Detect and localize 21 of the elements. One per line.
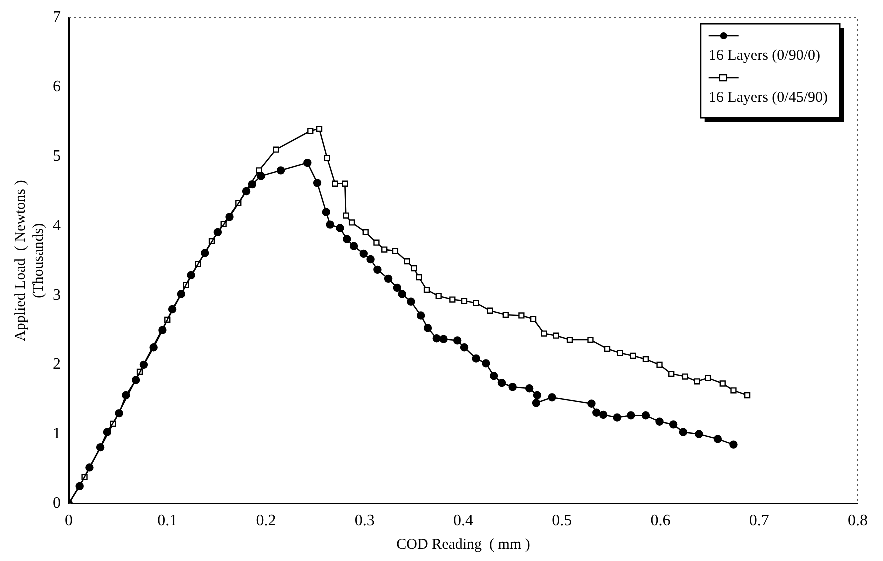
x-tick-label: 0.2 xyxy=(256,512,276,530)
x-axis-title: COD Reading ( mm ) xyxy=(396,536,530,553)
x-tick-label: 0.7 xyxy=(749,512,770,530)
y-tick-label: 0 xyxy=(53,495,61,512)
y-tick-label: 4 xyxy=(53,217,61,234)
legend-label: 16 Layers (0/45/90) xyxy=(708,90,828,106)
y-axis-title: Applied Load ( Newtons ) (Thousands) xyxy=(12,180,47,342)
x-tick-label: 0.8 xyxy=(848,512,868,530)
y-tick-label: 5 xyxy=(53,148,61,166)
x-tick-label: 0.5 xyxy=(552,512,572,530)
legend-label: 16 Layers (0/90/0) xyxy=(708,48,821,64)
y-tick-label: 2 xyxy=(53,356,61,374)
x-tick-label: 0.4 xyxy=(454,512,474,530)
x-tick-label: 0.3 xyxy=(354,512,375,530)
y-tick-label: 3 xyxy=(53,286,61,304)
y-tick-label: 1 xyxy=(53,426,61,443)
x-tick-label: 0.1 xyxy=(158,512,178,530)
x-tick-label: 0.6 xyxy=(650,512,671,530)
x-tick-label: 0 xyxy=(65,512,73,530)
y-tick-label: 6 xyxy=(53,78,61,96)
y-tick-label: 7 xyxy=(53,9,61,26)
